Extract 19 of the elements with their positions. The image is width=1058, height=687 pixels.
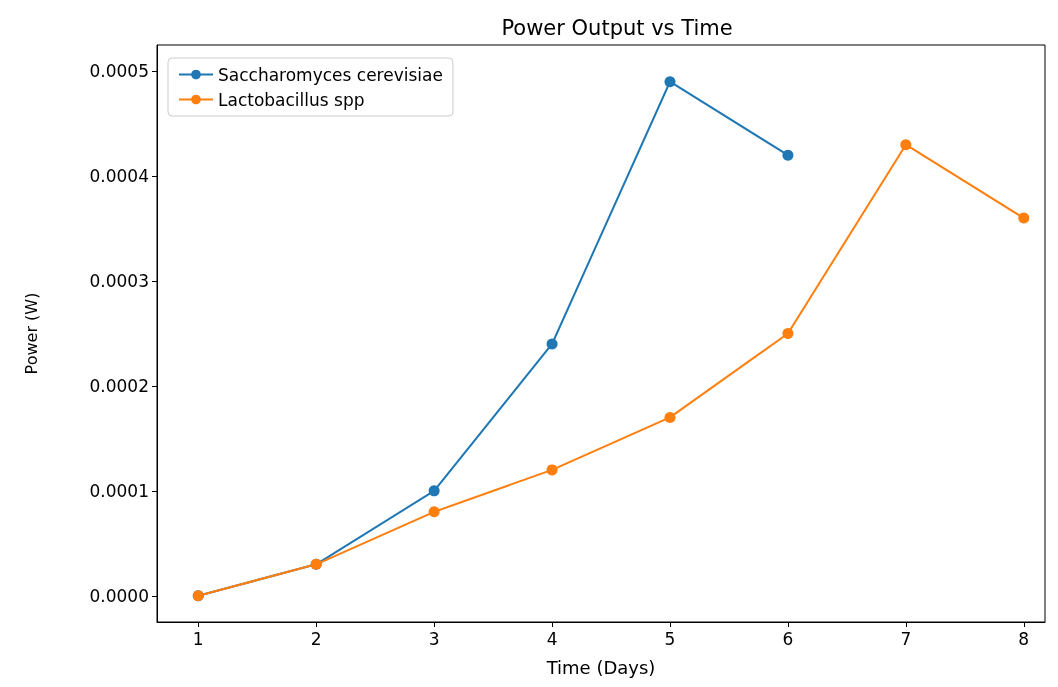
x-tick-label: 3: [428, 628, 440, 649]
y-tick-label: 0.0000: [89, 585, 149, 606]
x-tick-label: 6: [782, 628, 794, 649]
x-tick-label: 5: [664, 628, 676, 649]
legend-label: Saccharomyces cerevisiae: [218, 64, 443, 85]
x-tick-label: 2: [310, 628, 322, 649]
x-tick-label: 1: [192, 628, 204, 649]
y-tick-label: 0.0001: [89, 480, 149, 501]
legend-label: Lactobacillus spp: [218, 89, 365, 110]
x-tick-label: 4: [546, 628, 558, 649]
chart-title: Power Output vs Time: [501, 15, 733, 40]
x-axis-title: Time (Days): [545, 656, 656, 678]
y-axis-title: Power (W): [21, 292, 41, 375]
y-tick-label: 0.0005: [89, 61, 149, 82]
y-tick-label: 0.0002: [89, 375, 149, 396]
x-tick-label: 8: [1018, 628, 1030, 649]
x-tick-label: 7: [900, 628, 912, 649]
y-tick-label: 0.0004: [89, 166, 149, 187]
y-tick-label: 0.0003: [89, 271, 149, 292]
